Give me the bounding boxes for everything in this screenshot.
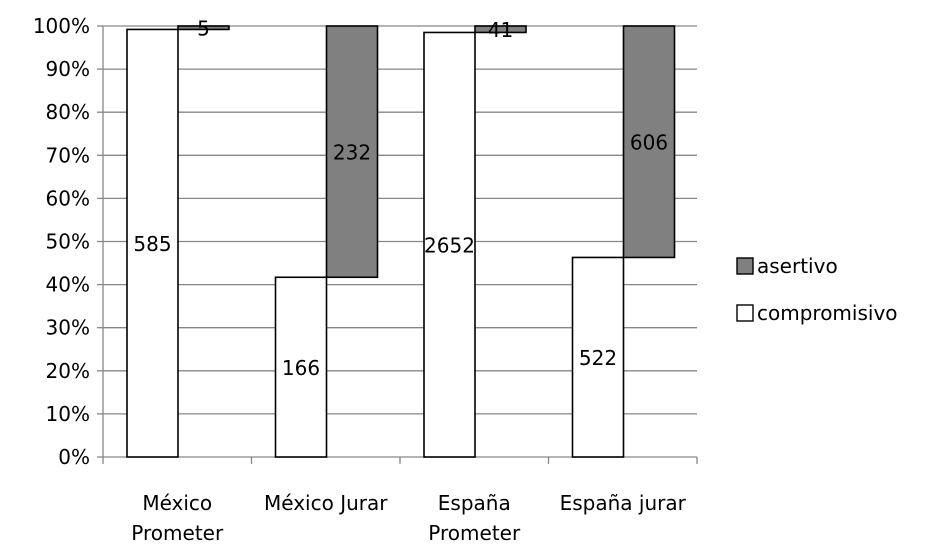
data-label-compromisivo: 2652 [424,234,475,258]
x-category-label: España jurar [560,491,687,515]
bar-compromisivo [571,256,625,458]
bar-asertivo [474,25,527,34]
legend: asertivo compromisivo [736,254,898,325]
data-label-compromisivo: 522 [579,346,617,370]
gridlines [103,25,697,415]
bar-asertivo [622,25,676,259]
y-tick-label: 70% [46,143,90,167]
data-label-asertivo: 5 [197,17,210,41]
data-labels: 585 5 166 232 2652 41 522 606 [133,17,668,380]
data-label-asertivo: 232 [333,141,371,165]
bar-compromisivo [126,28,179,458]
data-label-compromisivo: 166 [282,356,320,380]
x-category-label: España [438,491,511,515]
data-label-compromisivo: 585 [133,232,171,256]
legend-swatch-asertivo [736,257,754,275]
y-tick-label: 90% [46,57,90,81]
x-category-label: Prometer [131,521,224,545]
y-tick-label: 40% [46,273,90,297]
y-tick-label: 20% [46,359,90,383]
bar-asertivo [325,25,379,279]
y-tick-label: 10% [46,402,90,426]
y-tick-label: 30% [46,316,90,340]
bar-asertivo [177,25,230,31]
y-tick-label: 100% [33,14,90,38]
x-axis-category-labels: México Prometer México Jurar España Prometer… [131,491,686,545]
x-category-label: Prometer [428,521,521,545]
bar-compromisivo [274,276,328,458]
legend-label-asertivo: asertivo [757,254,838,278]
bars [126,25,676,458]
bar-compromisivo [423,31,476,458]
y-tick-label: 50% [46,230,90,254]
x-category-label: México Jurar [264,491,388,515]
y-tick-label: 60% [46,186,90,210]
y-tick-label: 80% [46,100,90,124]
y-tick-label: 0% [58,445,90,469]
data-label-asertivo: 41 [488,18,513,42]
legend-swatch-compromisivo [736,304,754,322]
data-label-asertivo: 606 [630,131,668,155]
y-axis-tick-labels: 0% 10% 20% 30% 40% 50% 60% 70% 80% 90% 100% [33,14,90,469]
legend-label-compromisivo: compromisivo [757,301,898,325]
x-category-label: México [142,491,212,515]
